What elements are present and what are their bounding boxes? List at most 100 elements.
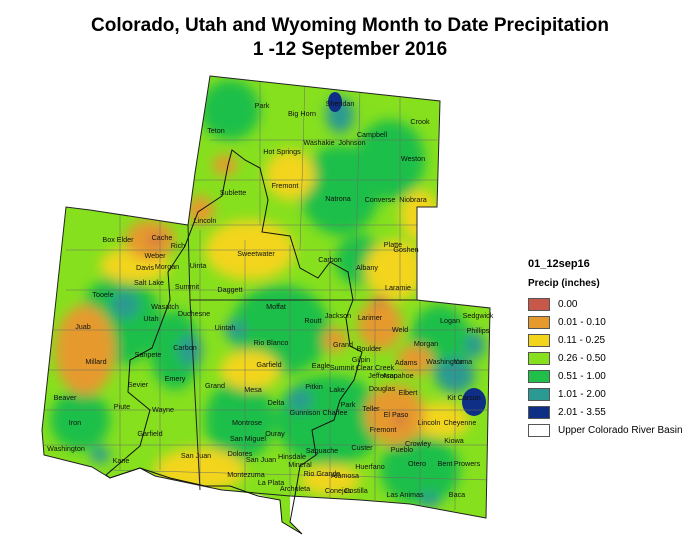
county-label: Las Animas <box>386 490 424 499</box>
county-label: Piute <box>114 402 130 411</box>
legend-basin-label: Upper Colorado River Basin <box>558 424 683 436</box>
legend-swatch <box>528 351 550 365</box>
county-label: Iron <box>69 418 81 427</box>
county-label: Sweetwater <box>237 249 275 258</box>
county-label: Crowley <box>405 439 431 448</box>
county-label: Logan <box>440 316 460 325</box>
county-label: Converse <box>365 195 396 204</box>
legend-item: 2.01 - 3.55 <box>528 403 698 421</box>
county-label: Daggett <box>217 285 242 294</box>
county-label: Natrona <box>325 194 351 203</box>
legend-label: 0.51 - 1.00 <box>558 370 606 382</box>
county-label: Bent <box>438 459 453 468</box>
county-label: Big Horn <box>288 109 316 118</box>
county-label: Sedgwick <box>463 311 494 320</box>
county-label: Garfield <box>256 360 281 369</box>
upper-colorado-basin-outline <box>105 149 363 535</box>
legend-label: 1.01 - 2.00 <box>558 388 606 400</box>
county-label: Campbell <box>357 130 388 139</box>
title-line-1: Colorado, Utah and Wyoming Month to Date… <box>91 15 609 36</box>
county-label: Platte <box>384 240 402 249</box>
county-label: Larimer <box>358 313 383 322</box>
county-label: Huerfano <box>355 462 385 471</box>
legend-label: 0.26 - 0.50 <box>558 352 606 364</box>
county-boundaries <box>44 76 490 510</box>
county-label: Utah <box>143 314 158 323</box>
county-label: Montezuma <box>227 470 265 479</box>
precip-surface <box>42 76 490 534</box>
county-label: Mineral <box>288 460 312 469</box>
county-label: Costilla <box>344 486 368 495</box>
county-label: Juab <box>75 322 91 331</box>
county-label: Box Elder <box>102 235 134 244</box>
county-label: Saguache <box>306 446 338 455</box>
legend-swatch <box>528 315 550 329</box>
county-label: Carbon <box>173 343 197 352</box>
county-labels: Park Sheridan Big Horn Crook Teton Campbell Wa… <box>47 99 494 499</box>
county-label: Summit <box>175 282 199 291</box>
county-label: Garfield <box>137 429 162 438</box>
county-label: Gilpin <box>352 355 370 364</box>
county-label: San Miguel <box>230 434 266 443</box>
county-label: Grand <box>333 340 353 349</box>
county-label: Lincoln <box>418 418 441 427</box>
county-label: San Juan <box>181 451 211 460</box>
legend-basin-swatch <box>528 423 550 437</box>
county-label: Teton <box>207 126 225 135</box>
county-label: Yuma <box>454 357 472 366</box>
legend-item: 0.51 - 1.00 <box>528 367 698 385</box>
county-label: Morgan <box>414 339 438 348</box>
county-label: Adams <box>395 358 418 367</box>
legend-swatch <box>528 405 550 419</box>
county-label: Uinta <box>190 261 207 270</box>
county-label: Eagle <box>312 361 330 370</box>
county-label: Custer <box>351 443 373 452</box>
county-label: Hinsdale <box>278 452 306 461</box>
county-label: Millard <box>85 357 106 366</box>
county-label: Elbert <box>399 388 418 397</box>
county-label: Baca <box>449 490 465 499</box>
legend-swatch <box>528 333 550 347</box>
legend-swatch <box>528 297 550 311</box>
county-label: Kiowa <box>444 436 464 445</box>
county-label: Weber <box>144 251 166 260</box>
county-label: Beaver <box>54 393 77 402</box>
county-label: Douglas <box>369 384 396 393</box>
county-label: Teller <box>362 404 380 413</box>
county-label: Phillips <box>467 326 490 335</box>
county-label: Tooele <box>92 290 113 299</box>
county-label: Sanpete <box>135 350 162 359</box>
county-label: Rio Blanco <box>254 338 289 347</box>
state-borders <box>41 75 491 519</box>
county-label: Johnson <box>338 138 365 147</box>
legend-label: 0.11 - 0.25 <box>558 334 606 346</box>
county-label: Morgan <box>155 262 179 271</box>
county-label: Washakie <box>303 138 334 147</box>
county-label: Otero <box>408 459 426 468</box>
county-label: Uintah <box>215 323 236 332</box>
county-label: Mesa <box>244 385 262 394</box>
county-label: Fremont <box>272 181 299 190</box>
county-label: Sevier <box>128 380 149 389</box>
legend-basin-item: Upper Colorado River Basin <box>528 421 698 439</box>
county-label: Conejos <box>325 486 352 495</box>
county-label: Pitkin <box>305 382 323 391</box>
county-label: Park <box>341 400 356 409</box>
county-label: Routt <box>304 316 321 325</box>
county-label: Crook <box>410 117 430 126</box>
legend-swatch <box>528 369 550 383</box>
county-label: Summit <box>330 363 354 372</box>
county-label: Moffat <box>266 302 286 311</box>
legend-swatch <box>528 387 550 401</box>
county-label: Carbon <box>318 255 342 264</box>
max-precip-area <box>462 388 486 416</box>
legend-item: 1.01 - 2.00 <box>528 385 698 403</box>
legend-items: 0.00 0.01 - 0.10 0.11 - 0.25 0.26 - 0.50 0.5… <box>528 295 698 421</box>
legend-label: 0.01 - 0.10 <box>558 316 606 328</box>
county-label: Sheridan <box>326 99 355 108</box>
county-label: Sublette <box>220 188 246 197</box>
county-label: Cheyenne <box>444 418 477 427</box>
title-line-2: 1 -12 September 2016 <box>252 39 448 60</box>
county-label: Ouray <box>265 429 285 438</box>
